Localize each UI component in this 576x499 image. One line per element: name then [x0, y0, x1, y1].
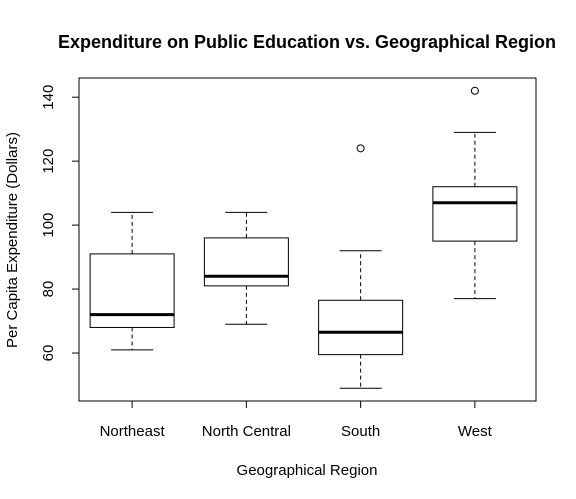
x-tick-label: North Central	[202, 423, 291, 440]
x-axis-label: Geographical Region	[237, 462, 378, 479]
y-tick-label: 80	[40, 281, 57, 298]
box-west	[432, 86, 518, 300]
box-south	[318, 144, 404, 389]
box-iqr	[318, 299, 404, 356]
x-tick-label: West	[458, 423, 493, 440]
plot-frame	[78, 77, 537, 402]
box-north-central	[203, 211, 289, 325]
y-axis-label: Per Capita Expenditure (Dollars)	[4, 132, 21, 348]
y-tick-label: 120	[40, 149, 57, 174]
box-northeast	[89, 211, 175, 351]
x-tick-label: South	[341, 423, 380, 440]
box-iqr	[203, 237, 289, 287]
box-iqr	[432, 186, 518, 242]
y-axis: 60 80 100 120 140	[40, 85, 80, 362]
outlier-point	[470, 86, 479, 95]
outlier-point	[356, 144, 365, 153]
y-tick-label: 140	[40, 85, 57, 110]
x-axis: Northeast North Central South West	[100, 400, 493, 440]
y-tick-label: 100	[40, 213, 57, 238]
y-tick-label: 60	[40, 345, 57, 362]
x-tick-label: Northeast	[100, 423, 166, 440]
boxes-layer	[89, 86, 518, 389]
chart-title: Expenditure on Public Education vs. Geog…	[58, 32, 556, 52]
box-iqr	[89, 253, 175, 328]
